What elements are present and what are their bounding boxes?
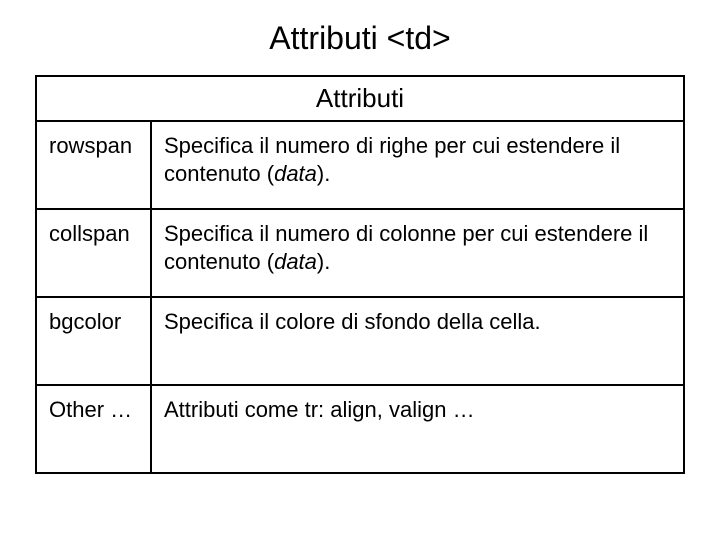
desc-text-pre: Specifica il colore di sfondo della cell… [164,309,541,334]
desc-text-pre: Specifica il numero di righe per cui est… [164,133,620,186]
attr-name: collspan [36,209,151,297]
desc-text-italic: data [274,161,317,186]
table-row: Other … Attributi come tr: align, valign… [36,385,684,473]
desc-text-post: ). [317,249,330,274]
attr-desc: Attributi come tr: align, valign … [151,385,684,473]
attr-desc: Specifica il numero di righe per cui est… [151,121,684,209]
page-title: Attributi <td> [35,20,685,57]
attr-name: rowspan [36,121,151,209]
table-header: Attributi [36,76,684,121]
attr-desc: Specifica il colore di sfondo della cell… [151,297,684,385]
desc-text-pre: Attributi come tr: align, valign … [164,397,475,422]
table-row: collspan Specifica il numero di colonne … [36,209,684,297]
desc-text-italic: data [274,249,317,274]
table-row: rowspan Specifica il numero di righe per… [36,121,684,209]
table-header-row: Attributi [36,76,684,121]
attr-desc: Specifica il numero di colonne per cui e… [151,209,684,297]
attr-name: bgcolor [36,297,151,385]
attributes-table: Attributi rowspan Specifica il numero di… [35,75,685,474]
attr-name: Other … [36,385,151,473]
desc-text-post: ). [317,161,330,186]
table-row: bgcolor Specifica il colore di sfondo de… [36,297,684,385]
desc-text-pre: Specifica il numero di colonne per cui e… [164,221,648,274]
